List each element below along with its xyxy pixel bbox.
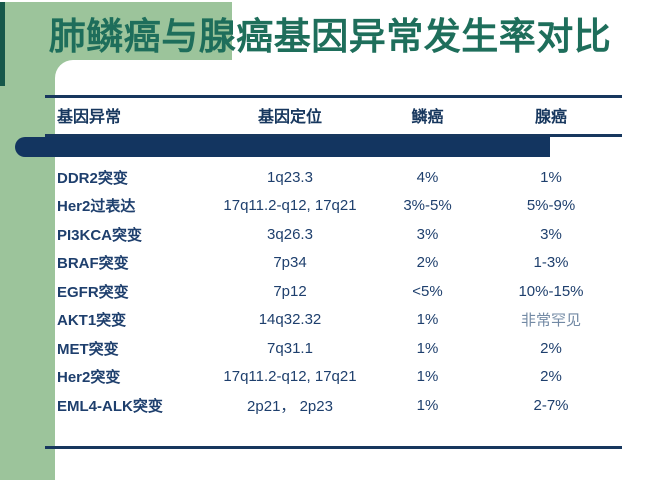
header-squamous: 鳞癌 [411, 107, 444, 126]
adeno-cell: 10%-15% [518, 282, 584, 300]
green-left-band [0, 2, 55, 480]
gene-cell: BRAF突变 [57, 255, 129, 273]
gene-cell: PI3KCA突变 [57, 226, 143, 244]
table-rule-top [45, 95, 622, 98]
table-row: DDR2突变 1q23.3 4% 1% [45, 163, 622, 192]
gene-cell: Her2过表达 [57, 198, 136, 216]
locus-cell: 2p21， 2p23 [247, 397, 333, 415]
locus-cell: 7q31.1 [267, 339, 313, 357]
locus-cell: 14q32.32 [258, 311, 322, 329]
locus-cell: 7p34 [273, 254, 307, 272]
adeno-cell: 1-3% [533, 254, 569, 272]
header-adeno: 腺癌 [534, 107, 567, 126]
locus-cell: 17q11.2-q12, 17q21 [223, 197, 357, 215]
locus-cell: 7p12 [273, 282, 307, 300]
gene-cell: Her2突变 [57, 369, 121, 387]
table-row: Her2突变 17q11.2-q12, 17q21 1% 2% [45, 363, 622, 392]
squamous-cell: 4% [416, 168, 439, 186]
locus-cell: 1q23.3 [267, 168, 313, 186]
table-rows: DDR2突变 1q23.3 4% 1% Her2过表达 17q11.2-q12,… [45, 163, 622, 420]
adeno-cell: 2% [540, 339, 562, 357]
table-row: PI3KCA突变 3q26.3 3% 3% [45, 220, 622, 249]
adeno-cell: 1% [540, 168, 562, 186]
adeno-cell: 2-7% [533, 396, 569, 414]
table-row: EGFR突变 7p12 <5% 10%-15% [45, 277, 622, 306]
squamous-cell: 1% [416, 396, 439, 414]
table-row: AKT1突变 14q32.32 1% 非常罕见 [45, 306, 622, 335]
table-rule-bottom [45, 446, 622, 449]
adeno-cell: 2% [540, 368, 562, 386]
slide-title: 肺鳞癌与腺癌基因异常发生率对比 [48, 14, 612, 58]
header-gene-abnormality: 基因异常 [57, 107, 122, 126]
adeno-cell: 非常罕见 [520, 311, 581, 330]
table-rule-header [45, 134, 622, 137]
table-row: BRAF突变 7p34 2% 1-3% [45, 249, 622, 278]
content-panel [55, 60, 660, 480]
highlight-capsule-bar [15, 137, 550, 157]
locus-cell: 17q11.2-q12, 17q21 [223, 368, 357, 386]
gene-cell: MET突变 [57, 340, 119, 358]
gene-cell: AKT1突变 [57, 312, 127, 330]
adeno-cell: 5%-9% [526, 197, 576, 215]
squamous-cell: 1% [416, 311, 439, 329]
adeno-cell: 3% [540, 225, 562, 243]
gene-cell: EML4-ALK突变 [57, 397, 163, 415]
squamous-cell: <5% [412, 282, 443, 300]
gene-cell: EGFR突变 [57, 283, 129, 301]
squamous-cell: 3% [416, 225, 439, 243]
header-gene-locus: 基因定位 [257, 107, 322, 126]
squamous-cell: 1% [416, 368, 439, 386]
table-row: Her2过表达 17q11.2-q12, 17q21 3%-5% 5%-9% [45, 192, 622, 221]
table-row: MET突变 7q31.1 1% 2% [45, 334, 622, 363]
table-row: EML4-ALK突变 2p21， 2p23 1% 2-7% [45, 391, 622, 420]
locus-cell: 3q26.3 [267, 225, 313, 243]
table-header-row: 基因异常 基因定位 鳞癌 腺癌 [45, 107, 622, 127]
squamous-cell: 1% [416, 339, 439, 357]
edge-accent-bar [0, 2, 5, 86]
squamous-cell: 3%-5% [403, 197, 452, 215]
gene-cell: DDR2突变 [57, 169, 128, 187]
squamous-cell: 2% [416, 254, 439, 272]
